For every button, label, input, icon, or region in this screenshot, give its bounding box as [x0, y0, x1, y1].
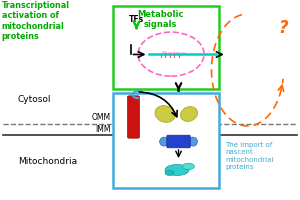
Ellipse shape [165, 170, 174, 176]
FancyBboxPatch shape [167, 135, 190, 148]
Text: Transcriptional
activation of
mitochondrial
proteins: Transcriptional activation of mitochondr… [2, 1, 70, 41]
Text: Metabolic
signals: Metabolic signals [137, 10, 184, 29]
Ellipse shape [155, 106, 175, 122]
Ellipse shape [188, 137, 197, 146]
Text: Cytosol: Cytosol [18, 96, 52, 104]
Text: Mitochondria: Mitochondria [18, 158, 77, 166]
Bar [112, 93, 219, 188]
Ellipse shape [160, 137, 169, 146]
Text: IMM: IMM [95, 125, 111, 134]
Text: OMM: OMM [92, 113, 111, 122]
Ellipse shape [181, 107, 197, 121]
Text: TFs: TFs [129, 15, 144, 24]
Bar [112, 6, 219, 89]
Text: The import of
nascent
mitochondrial
proteins: The import of nascent mitochondrial prot… [225, 142, 273, 170]
Text: Nucleus: Nucleus [161, 51, 187, 56]
Text: ?: ? [279, 19, 288, 37]
FancyBboxPatch shape [128, 96, 140, 138]
Ellipse shape [165, 164, 189, 176]
Ellipse shape [182, 163, 194, 170]
